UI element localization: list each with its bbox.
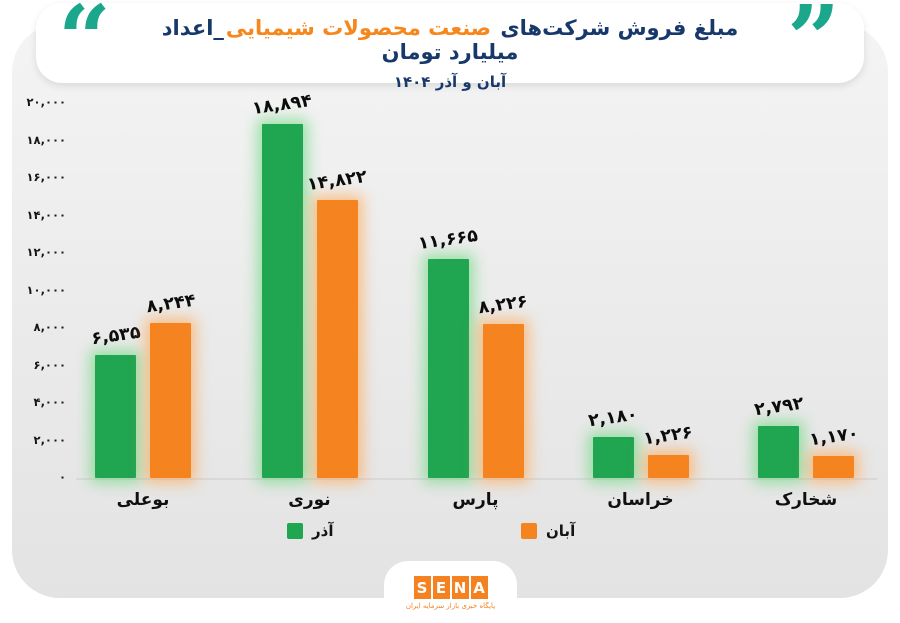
quote-close-icon: ”: [787, 0, 840, 93]
legend-item-aban: آبان: [521, 521, 575, 541]
category-label: بوعلی: [116, 490, 170, 510]
y-tick-label: ۱۶,۰۰۰: [26, 170, 66, 184]
sena-logo-tile: E: [432, 576, 450, 599]
bar-aban: [813, 456, 854, 478]
legend-label-azar: آذر: [312, 522, 334, 540]
bar-azar: [427, 259, 469, 478]
page-subtitle: آبان و آذر ۱۴۰۴: [393, 73, 507, 91]
y-tick-label: ۱۴,۰۰۰: [26, 207, 66, 222]
bar-azar: [261, 123, 303, 478]
bar-value-label: ۱۸,۸۹۴: [250, 90, 314, 119]
legend-swatch-aban: [521, 523, 537, 539]
bar-aban: [482, 323, 524, 478]
bar-azar: [95, 355, 136, 478]
bar-value-label: ۱۱,۶۶۵: [416, 226, 480, 255]
y-tick-label: ۲,۰۰۰: [33, 432, 66, 447]
legend-item-azar: آذر: [287, 521, 333, 541]
bar-azar: [758, 425, 799, 478]
sena-logo-tile: N: [451, 576, 469, 599]
bar-value-label: ۲,۷۹۲: [752, 393, 805, 420]
y-tick-label: ۲۰,۰۰۰: [26, 95, 66, 109]
y-tick-label: ۱۰,۰۰۰: [26, 282, 66, 297]
quote-open-icon: “: [58, 0, 111, 93]
header-card: “ ” مبلغ فروش شرکت‌های صنعت محصولات شیمی…: [36, 0, 864, 93]
bar-aban: [150, 323, 191, 478]
sena-logo-subtext: پایگاه خبری بازار سرمایه ایران: [405, 602, 496, 610]
y-tick-label: ۶,۰۰۰: [33, 357, 66, 372]
bar-value-label: ۱,۱۷۰: [807, 423, 860, 451]
y-tick-label: ۰: [58, 470, 66, 484]
title-part-2: صنعت محصولات شیمیایی: [225, 16, 492, 40]
legend-label-aban: آبان: [546, 522, 576, 540]
y-tick-label: ۸,۰۰۰: [33, 320, 66, 334]
y-tick-label: ۱۸,۰۰۰: [26, 132, 66, 147]
sena-logo-tile: S: [413, 576, 431, 599]
title-part-1: مبلغ فروش شرکت‌های: [500, 16, 739, 40]
y-tick-label: ۴,۰۰۰: [33, 395, 66, 409]
category-label: نوری: [288, 490, 331, 510]
title-part-3: _اعداد میلیارد تومان: [161, 16, 519, 64]
sena-logo-tile: A: [470, 576, 488, 599]
bar-aban: [316, 200, 358, 478]
category-label: پارس: [452, 490, 499, 510]
legend-swatch-azar: [287, 523, 303, 539]
category-label: شخارک: [774, 490, 838, 510]
x-axis-line: [76, 478, 878, 480]
header-text: مبلغ فروش شرکت‌های صنعت محصولات شیمیایی_…: [156, 16, 744, 91]
y-tick-label: ۱۲,۰۰۰: [26, 245, 66, 259]
category-label: خراسان: [607, 490, 674, 510]
page-title: مبلغ فروش شرکت‌های صنعت محصولات شیمیایی_…: [156, 16, 744, 64]
bar-azar: [592, 437, 634, 478]
bar-aban: [647, 455, 689, 478]
